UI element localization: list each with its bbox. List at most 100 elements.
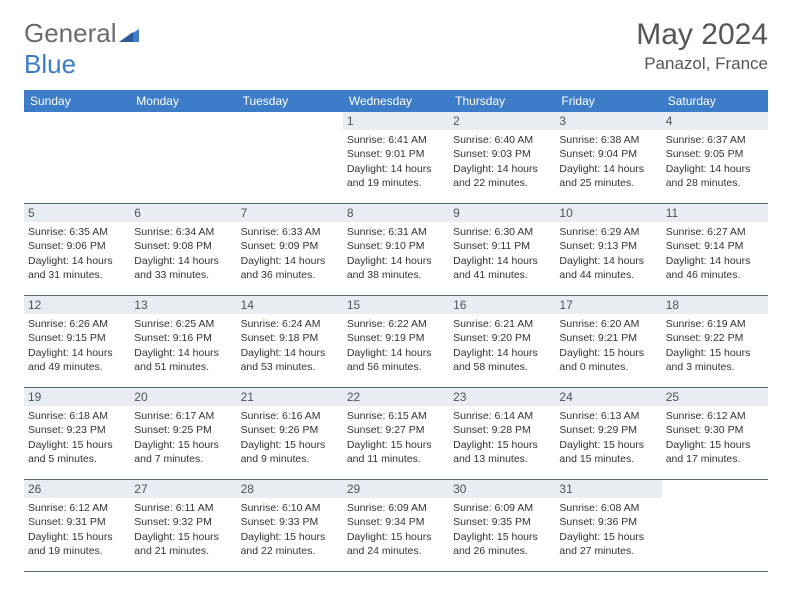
day-info: Sunrise: 6:15 AMSunset: 9:27 PMDaylight:…	[347, 409, 445, 466]
day-info: Sunrise: 6:10 AMSunset: 9:33 PMDaylight:…	[241, 501, 339, 558]
calendar-day-cell: 3Sunrise: 6:38 AMSunset: 9:04 PMDaylight…	[555, 112, 661, 204]
day-info: Sunrise: 6:35 AMSunset: 9:06 PMDaylight:…	[28, 225, 126, 282]
calendar-day-cell: 17 Sunrise: 6:20 AMSunset: 9:21 PMDayligh…	[555, 296, 661, 388]
day-number: 21	[237, 388, 343, 406]
day-number: 9	[449, 204, 555, 222]
day-number: 22	[343, 388, 449, 406]
calendar-day-cell: 26Sunrise: 6:12 AMSunset: 9:31 PMDayligh…	[24, 480, 130, 572]
day-info: Sunrise: 6:19 AMSunset: 9:22 PMDaylight:…	[666, 317, 764, 374]
day-number: 19	[24, 388, 130, 406]
calendar-empty-cell	[662, 480, 768, 572]
calendar-day-cell: 1 Sunrise: 6:41 AMSunset: 9:01 PMDaylight…	[343, 112, 449, 204]
calendar-head: SundayMondayTuesdayWednesdayThursdayFrid…	[24, 90, 768, 112]
calendar-empty-cell	[24, 112, 130, 204]
weekday-header: Wednesday	[343, 90, 449, 112]
day-number: 28	[237, 480, 343, 498]
weekday-header: Tuesday	[237, 90, 343, 112]
calendar-week-row: 5 Sunrise: 6:35 AMSunset: 9:06 PMDaylight…	[24, 204, 768, 296]
weekday-header: Sunday	[24, 90, 130, 112]
logo: GeneralBlue	[24, 18, 139, 80]
calendar-day-cell: 2 Sunrise: 6:40 AMSunset: 9:03 PMDaylight…	[449, 112, 555, 204]
day-number: 30	[449, 480, 555, 498]
day-number: 31	[555, 480, 661, 498]
day-number: 10	[555, 204, 661, 222]
day-number: 20	[130, 388, 236, 406]
day-number: 4	[662, 112, 768, 130]
calendar-table: SundayMondayTuesdayWednesdayThursdayFrid…	[24, 90, 768, 572]
calendar-body: 1 Sunrise: 6:41 AMSunset: 9:01 PMDaylight…	[24, 112, 768, 572]
day-info: Sunrise: 6:14 AMSunset: 9:28 PMDaylight:…	[453, 409, 551, 466]
day-info: Sunrise: 6:09 AMSunset: 9:34 PMDaylight:…	[347, 501, 445, 558]
day-number: 14	[237, 296, 343, 314]
calendar-day-cell: 6 Sunrise: 6:34 AMSunset: 9:08 PMDaylight…	[130, 204, 236, 296]
calendar-day-cell: 5 Sunrise: 6:35 AMSunset: 9:06 PMDaylight…	[24, 204, 130, 296]
calendar-day-cell: 25 Sunrise: 6:12 AMSunset: 9:30 PMDayligh…	[662, 388, 768, 480]
day-number: 7	[237, 204, 343, 222]
calendar-day-cell: 10 Sunrise: 6:29 AMSunset: 9:13 PMDayligh…	[555, 204, 661, 296]
day-info: Sunrise: 6:22 AMSunset: 9:19 PMDaylight:…	[347, 317, 445, 374]
day-info: Sunrise: 6:12 AMSunset: 9:31 PMDaylight:…	[28, 501, 126, 558]
weekday-header: Monday	[130, 90, 236, 112]
day-number: 24	[555, 388, 661, 406]
day-info: Sunrise: 6:16 AMSunset: 9:26 PMDaylight:…	[241, 409, 339, 466]
day-info: Sunrise: 6:34 AMSunset: 9:08 PMDaylight:…	[134, 225, 232, 282]
day-info: Sunrise: 6:29 AMSunset: 9:13 PMDaylight:…	[559, 225, 657, 282]
calendar-day-cell: 22 Sunrise: 6:15 AMSunset: 9:27 PMDayligh…	[343, 388, 449, 480]
day-info: Sunrise: 6:38 AMSunset: 9:04 PMDaylight:…	[559, 133, 657, 190]
day-info: Sunrise: 6:12 AMSunset: 9:30 PMDaylight:…	[666, 409, 764, 466]
day-info: Sunrise: 6:21 AMSunset: 9:20 PMDaylight:…	[453, 317, 551, 374]
day-number: 5	[24, 204, 130, 222]
day-number: 17	[555, 296, 661, 314]
calendar-day-cell: 27Sunrise: 6:11 AMSunset: 9:32 PMDayligh…	[130, 480, 236, 572]
day-info: Sunrise: 6:25 AMSunset: 9:16 PMDaylight:…	[134, 317, 232, 374]
calendar-day-cell: 13 Sunrise: 6:25 AMSunset: 9:16 PMDayligh…	[130, 296, 236, 388]
day-info: Sunrise: 6:08 AMSunset: 9:36 PMDaylight:…	[559, 501, 657, 558]
calendar-day-cell: 24 Sunrise: 6:13 AMSunset: 9:29 PMDayligh…	[555, 388, 661, 480]
day-number: 11	[662, 204, 768, 222]
calendar-day-cell: 15 Sunrise: 6:22 AMSunset: 9:19 PMDayligh…	[343, 296, 449, 388]
calendar-day-cell: 18 Sunrise: 6:19 AMSunset: 9:22 PMDayligh…	[662, 296, 768, 388]
header: GeneralBlue May 2024 Panazol, France	[24, 18, 768, 80]
calendar-day-cell: 8Sunrise: 6:31 AMSunset: 9:10 PMDaylight…	[343, 204, 449, 296]
day-info: Sunrise: 6:13 AMSunset: 9:29 PMDaylight:…	[559, 409, 657, 466]
logo-part2: Blue	[24, 49, 76, 79]
location: Panazol, France	[636, 54, 768, 74]
day-number: 29	[343, 480, 449, 498]
weekday-header: Friday	[555, 90, 661, 112]
day-number: 13	[130, 296, 236, 314]
day-number: 1	[343, 112, 449, 130]
day-number: 25	[662, 388, 768, 406]
day-info: Sunrise: 6:17 AMSunset: 9:25 PMDaylight:…	[134, 409, 232, 466]
calendar-week-row: 26Sunrise: 6:12 AMSunset: 9:31 PMDayligh…	[24, 480, 768, 572]
weekday-header: Saturday	[662, 90, 768, 112]
day-number: 16	[449, 296, 555, 314]
calendar-week-row: 19Sunrise: 6:18 AMSunset: 9:23 PMDayligh…	[24, 388, 768, 480]
calendar-day-cell: 16 Sunrise: 6:21 AMSunset: 9:20 PMDayligh…	[449, 296, 555, 388]
day-number: 12	[24, 296, 130, 314]
day-number: 18	[662, 296, 768, 314]
day-info: Sunrise: 6:11 AMSunset: 9:32 PMDaylight:…	[134, 501, 232, 558]
day-info: Sunrise: 6:20 AMSunset: 9:21 PMDaylight:…	[559, 317, 657, 374]
logo-triangle-icon	[119, 18, 139, 49]
day-info: Sunrise: 6:41 AMSunset: 9:01 PMDaylight:…	[347, 133, 445, 190]
day-number: 23	[449, 388, 555, 406]
calendar-empty-cell	[130, 112, 236, 204]
day-info: Sunrise: 6:40 AMSunset: 9:03 PMDaylight:…	[453, 133, 551, 190]
calendar-day-cell: 21 Sunrise: 6:16 AMSunset: 9:26 PMDayligh…	[237, 388, 343, 480]
calendar-day-cell: 29 Sunrise: 6:09 AMSunset: 9:34 PMDayligh…	[343, 480, 449, 572]
day-info: Sunrise: 6:33 AMSunset: 9:09 PMDaylight:…	[241, 225, 339, 282]
calendar-day-cell: 7 Sunrise: 6:33 AMSunset: 9:09 PMDaylight…	[237, 204, 343, 296]
calendar-week-row: 12 Sunrise: 6:26 AMSunset: 9:15 PMDayligh…	[24, 296, 768, 388]
calendar-day-cell: 9 Sunrise: 6:30 AMSunset: 9:11 PMDaylight…	[449, 204, 555, 296]
day-info: Sunrise: 6:30 AMSunset: 9:11 PMDaylight:…	[453, 225, 551, 282]
day-number: 2	[449, 112, 555, 130]
calendar-day-cell: 14 Sunrise: 6:24 AMSunset: 9:18 PMDayligh…	[237, 296, 343, 388]
calendar-week-row: 1 Sunrise: 6:41 AMSunset: 9:01 PMDaylight…	[24, 112, 768, 204]
day-info: Sunrise: 6:24 AMSunset: 9:18 PMDaylight:…	[241, 317, 339, 374]
day-number: 15	[343, 296, 449, 314]
calendar-day-cell: 23 Sunrise: 6:14 AMSunset: 9:28 PMDayligh…	[449, 388, 555, 480]
logo-text: GeneralBlue	[24, 18, 139, 80]
day-number: 6	[130, 204, 236, 222]
day-info: Sunrise: 6:26 AMSunset: 9:15 PMDaylight:…	[28, 317, 126, 374]
month-year: May 2024	[636, 18, 768, 52]
